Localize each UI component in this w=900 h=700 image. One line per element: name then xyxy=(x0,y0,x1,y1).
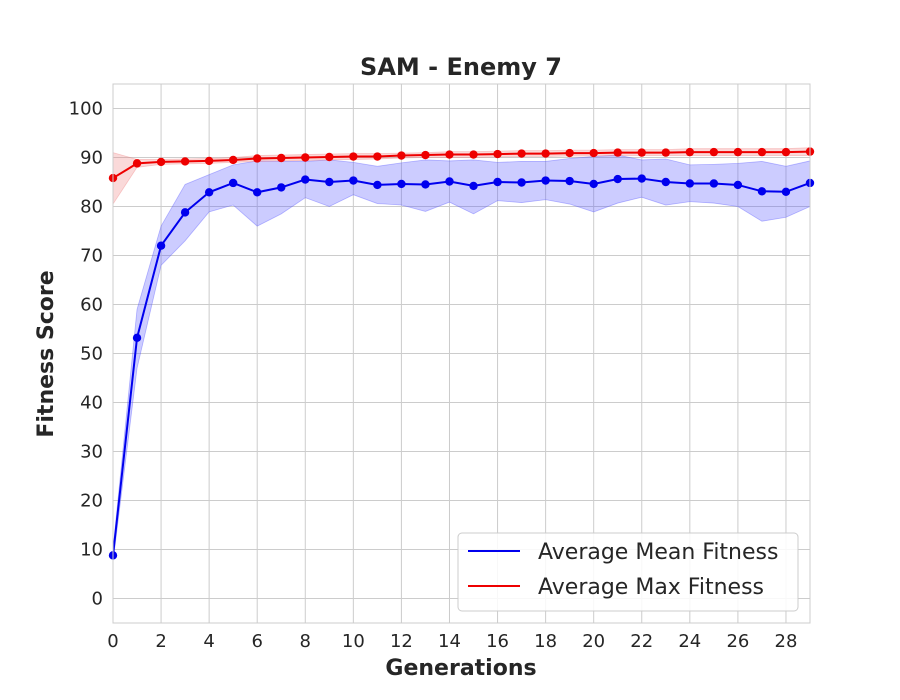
x-tick-labels: 0 2 4 6 8 10 12 14 16 18 20 22 24 26 28 xyxy=(107,631,797,652)
x-tick-label: 22 xyxy=(630,631,653,652)
max-fitness-point xyxy=(589,148,598,158)
max-fitness-point xyxy=(661,148,670,157)
mean-fitness-point xyxy=(397,179,406,189)
mean-fitness-point xyxy=(349,176,358,185)
chart-title: SAM - Enemy 7 xyxy=(360,53,562,81)
y-tick-label: 50 xyxy=(80,344,103,365)
mean-fitness-point xyxy=(517,178,526,187)
y-tick-labels: 0 10 20 30 40 50 60 70 80 90 100 xyxy=(69,99,103,610)
max-fitness-point xyxy=(517,149,526,158)
max-fitness-point xyxy=(421,150,430,160)
max-fitness-point xyxy=(301,153,310,162)
mean-fitness-point xyxy=(565,176,574,186)
x-tick-label: 24 xyxy=(678,631,701,652)
x-tick-label: 16 xyxy=(486,631,509,652)
max-fitness-point xyxy=(277,153,286,163)
x-tick-label: 14 xyxy=(438,631,461,652)
max-fitness-point xyxy=(397,151,406,160)
max-fitness-point xyxy=(637,148,646,157)
max-fitness-point xyxy=(541,149,550,158)
x-axis-label: Generations xyxy=(385,656,536,681)
max-fitness-point xyxy=(132,159,142,168)
mean-fitness-point xyxy=(132,333,142,343)
mean-fitness-point xyxy=(228,178,238,188)
max-fitness-point xyxy=(685,147,695,157)
legend-box xyxy=(457,532,799,612)
mean-fitness-point xyxy=(685,179,695,188)
x-tick-label: 0 xyxy=(107,631,118,652)
mean-fitness-point xyxy=(613,174,622,184)
max-fitness-point xyxy=(709,147,719,157)
mean-fitness-point xyxy=(301,175,310,184)
mean-fitness-point xyxy=(733,180,743,190)
mean-fitness-point xyxy=(637,174,646,183)
series-points xyxy=(108,147,815,560)
mean-fitness-point xyxy=(493,177,502,187)
x-tick-label: 6 xyxy=(251,631,262,652)
max-fitness-point xyxy=(325,152,334,162)
mean-fitness-point xyxy=(204,188,214,197)
x-tick-label: 8 xyxy=(300,631,311,652)
y-tick-label: 30 xyxy=(80,442,103,463)
mean-fitness-point xyxy=(373,180,382,190)
y-axis-label: Fitness Score xyxy=(34,270,59,437)
y-tick-label: 20 xyxy=(80,491,103,512)
y-tick-label: 0 xyxy=(92,589,103,610)
max-fitness-point xyxy=(253,154,262,163)
max-fitness-point xyxy=(469,150,478,159)
max-fitness-point xyxy=(733,147,743,157)
x-tick-label: 18 xyxy=(534,631,557,652)
mean-fitness-point xyxy=(445,177,454,186)
mean-fitness-point xyxy=(781,187,791,196)
mean-fitness-point xyxy=(421,180,430,189)
plot-frame xyxy=(112,83,811,624)
x-tick-label: 10 xyxy=(342,631,365,652)
max-fitness-point xyxy=(349,152,358,161)
mean-fitness-point xyxy=(469,181,478,191)
y-tick-label: 60 xyxy=(80,295,103,316)
mean-fitness-point xyxy=(541,176,550,185)
x-tick-label: 28 xyxy=(775,631,798,652)
y-tick-label: 10 xyxy=(80,540,103,561)
mean-fitness-point xyxy=(709,179,719,188)
max-fitness-point xyxy=(156,157,166,167)
y-tick-label: 90 xyxy=(80,148,103,169)
x-tick-label: 20 xyxy=(582,631,605,652)
mean-fitness-point xyxy=(325,177,334,187)
max-fitness-point xyxy=(613,148,622,157)
mean-fitness-point xyxy=(589,179,598,189)
max-fitness-point xyxy=(781,147,791,157)
x-tick-label: 2 xyxy=(155,631,166,652)
max-fitness-point xyxy=(180,157,190,166)
mean-fitness-point xyxy=(661,177,670,187)
mean-fitness-point xyxy=(156,241,166,250)
mean-fitness-point xyxy=(277,183,286,192)
mean-fitness-point xyxy=(757,187,767,196)
max-fitness-point xyxy=(757,147,767,157)
max-fitness-point xyxy=(228,155,238,165)
legend-mean-label: Average Mean Fitness xyxy=(538,540,778,565)
x-tick-label: 4 xyxy=(203,631,214,652)
x-tick-label: 12 xyxy=(390,631,413,652)
legend: Average Mean Fitness Average Max Fitness xyxy=(457,532,799,612)
y-tick-label: 40 xyxy=(80,393,103,414)
max-fitness-point xyxy=(493,149,502,159)
y-tick-label: 70 xyxy=(80,246,103,267)
legend-max-label: Average Max Fitness xyxy=(538,575,764,600)
y-tick-label: 80 xyxy=(80,197,103,218)
y-tick-label: 100 xyxy=(69,99,103,120)
x-tick-label: 26 xyxy=(726,631,749,652)
max-fitness-point xyxy=(565,148,574,158)
max-fitness-point xyxy=(204,156,214,166)
mean-fitness-point xyxy=(253,188,262,197)
max-fitness-point xyxy=(445,150,454,159)
max-fitness-point xyxy=(373,152,382,161)
mean-fitness-point xyxy=(180,208,190,217)
